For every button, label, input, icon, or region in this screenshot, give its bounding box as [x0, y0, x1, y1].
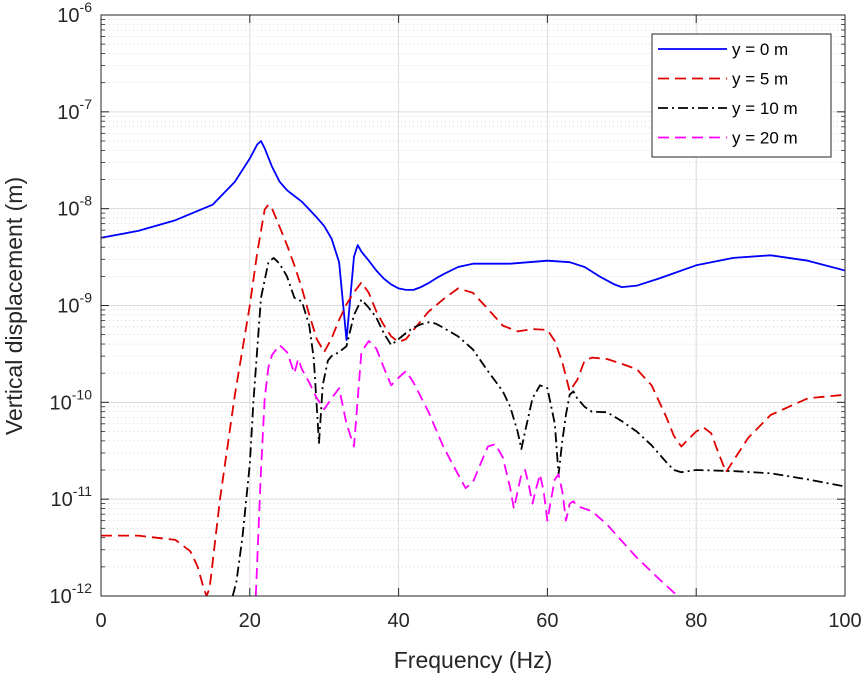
y-tick-label: 10-8	[57, 193, 92, 221]
x-tick-label: 0	[95, 610, 106, 632]
y-tick-label: 10-9	[57, 290, 92, 318]
x-tick-label: 40	[387, 610, 409, 632]
series-line-4	[254, 340, 679, 596]
x-tick-label: 80	[685, 610, 707, 632]
y-tick-exponent: -11	[73, 483, 92, 499]
y-tick-exponent: -12	[72, 580, 92, 596]
x-tick-labels: 0 20 40 60 80 100	[95, 610, 861, 632]
legend-label-1: y = 0 m	[732, 40, 788, 59]
x-tick-label: 20	[239, 610, 261, 632]
y-tick-exponent: -9	[80, 290, 93, 306]
legend-label-3: y = 10 m	[732, 99, 798, 118]
y-tick-label: 10-12	[50, 580, 93, 608]
y-tick-label: 10-6	[57, 0, 92, 27]
y-tick-label: 10-7	[57, 96, 92, 124]
x-tick-label: 100	[828, 610, 861, 632]
y-tick-base: 10	[50, 586, 72, 608]
series-line-2	[101, 203, 845, 596]
y-tick-exponent: -6	[80, 0, 93, 15]
y-tick-base: 10	[57, 5, 79, 27]
y-axis-label: Vertical displacement (m)	[1, 177, 27, 435]
y-tick-exponent: -10	[72, 386, 92, 402]
y-tick-base: 10	[57, 102, 79, 124]
series-line-3	[231, 256, 845, 596]
legend-box	[651, 33, 832, 158]
y-tick-exponent: -7	[80, 96, 93, 112]
y-tick-base: 10	[51, 489, 73, 511]
x-axis-label: Frequency (Hz)	[394, 647, 552, 673]
y-tick-label: 10-11	[51, 483, 93, 511]
y-tick-base: 10	[57, 296, 79, 318]
legend-label-2: y = 5 m	[732, 70, 788, 89]
tick-marks	[100, 14, 846, 597]
y-tick-base: 10	[57, 199, 79, 221]
y-tick-exponent: -8	[80, 193, 93, 209]
series-line-1	[101, 140, 845, 341]
series-layer	[101, 140, 845, 596]
y-tick-label: 10-10	[50, 386, 93, 414]
x-tick-label: 60	[536, 610, 558, 632]
legend-label-4: y = 20 m	[732, 129, 798, 148]
y-tick-base: 10	[50, 392, 72, 414]
legend: y = 0 m y = 5 m y = 10 m y = 20 m	[651, 33, 832, 158]
